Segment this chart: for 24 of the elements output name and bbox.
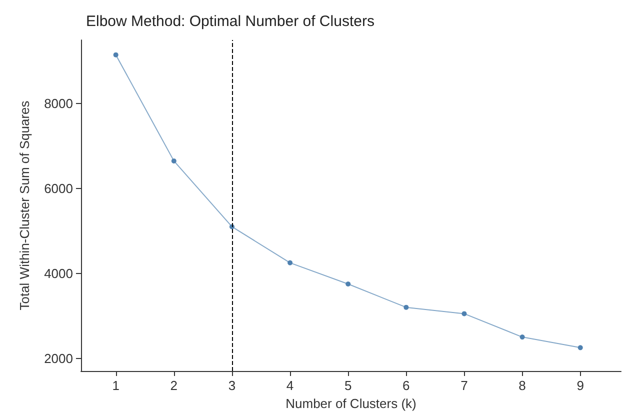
- point: [404, 304, 409, 310]
- x-tick-label: 2: [170, 378, 178, 393]
- x-tick-label: 9: [576, 378, 584, 393]
- x-tick-label: 6: [402, 378, 410, 393]
- point: [288, 260, 293, 266]
- y-tick-label: 4000: [44, 266, 73, 281]
- y-tick-label: 6000: [44, 181, 73, 196]
- point: [520, 334, 525, 340]
- x-tick-label: 3: [228, 378, 236, 393]
- x-tick-label: 5: [344, 378, 352, 393]
- x-tick-label: 8: [518, 378, 526, 393]
- point: [462, 311, 467, 316]
- x-axis-title: Number of Clusters (k): [286, 396, 416, 411]
- point: [346, 282, 351, 287]
- x-tick-label: 1: [112, 378, 120, 393]
- point: [113, 52, 118, 58]
- y-axis-title: Total Within-Cluster Sum of Squares: [17, 100, 32, 310]
- point: [578, 345, 583, 350]
- y-tick-label: 8000: [44, 96, 73, 112]
- point: [171, 158, 176, 164]
- x-tick-label: 7: [460, 378, 468, 393]
- x-tick-label: 4: [286, 378, 294, 393]
- y-tick-label: 2000: [44, 350, 73, 366]
- chart-title: Elbow Method: Optimal Number of Clusters: [86, 13, 374, 30]
